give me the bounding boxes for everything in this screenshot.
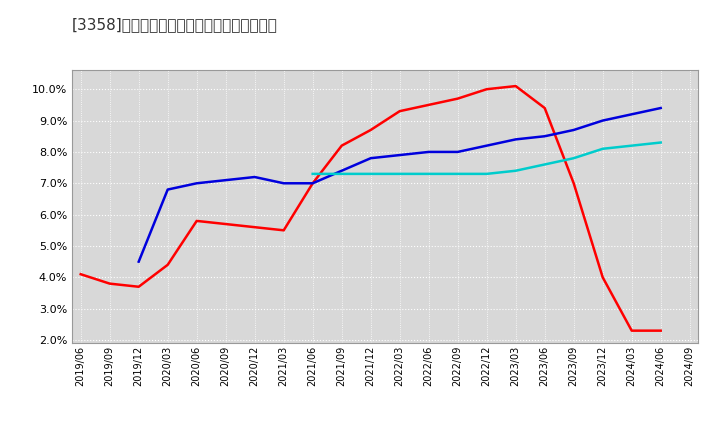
Text: [3358]　経常利益マージンの標準偏差の推移: [3358] 経常利益マージンの標準偏差の推移 bbox=[72, 18, 278, 33]
